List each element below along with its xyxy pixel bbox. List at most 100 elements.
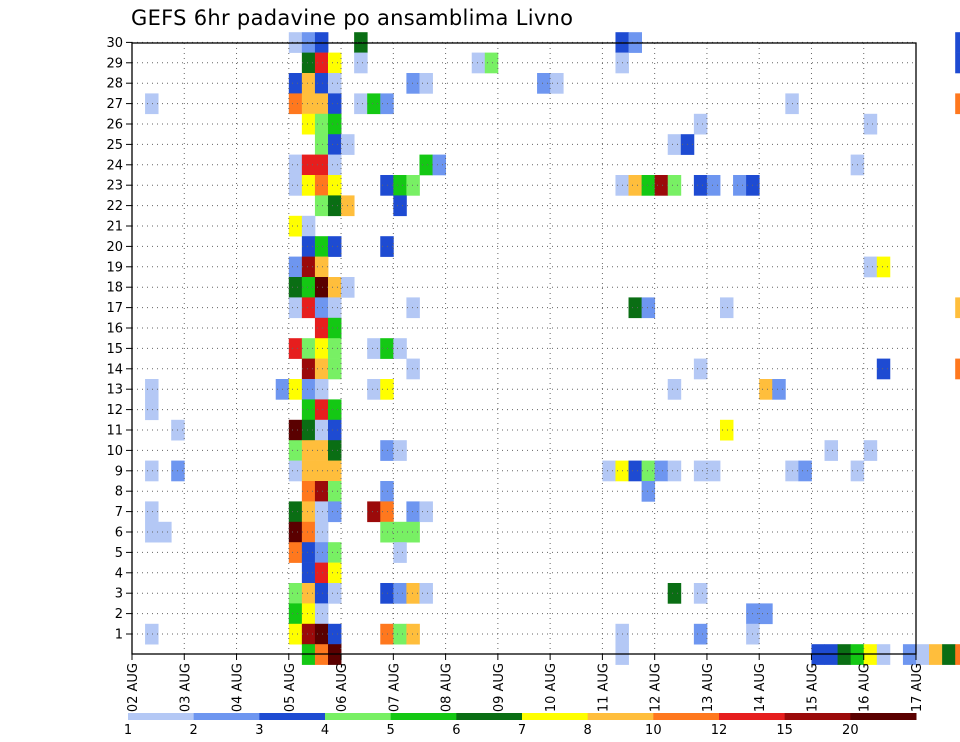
heatmap-cell: [301, 603, 316, 625]
y-tick-label: 2: [115, 607, 123, 622]
heatmap-cell: [288, 623, 303, 645]
heatmap-cell: [641, 481, 656, 502]
heatmap-cell: [314, 317, 329, 339]
heatmap-cell: [667, 583, 682, 604]
colorbar-label: 1: [124, 723, 132, 738]
heatmap-cell: [419, 73, 433, 94]
heatmap-cell: [419, 154, 433, 176]
heatmap-cell: [301, 73, 316, 94]
heatmap-cell: [824, 440, 838, 461]
heatmap-cell: [288, 379, 303, 400]
colorbar-label: 12: [711, 723, 728, 738]
heatmap-cell: [314, 338, 329, 359]
heatmap-cell: [288, 215, 303, 237]
heatmap-cell: [706, 460, 721, 482]
colorbar-label: 5: [387, 723, 395, 738]
colorbar-label: 10: [645, 723, 662, 738]
heatmap-cell: [916, 644, 930, 665]
heatmap-cell: [641, 460, 656, 482]
colorbar-label: 6: [452, 723, 460, 738]
heatmap-cell: [314, 542, 329, 563]
y-tick-label: 12: [106, 403, 123, 418]
colorbar-label: 3: [255, 723, 263, 738]
colorbar-segment: [522, 713, 589, 720]
y-tick-label: 18: [106, 281, 123, 296]
x-tick-label: 04 AUG: [231, 663, 246, 712]
y-tick-label: 4: [115, 566, 123, 581]
heatmap-cell: [328, 154, 342, 176]
heatmap-cell: [145, 460, 159, 482]
heatmap-cell: [628, 297, 642, 319]
heatmap-cell: [328, 338, 342, 359]
heatmap-cell: [393, 583, 407, 604]
heatmap-cell: [301, 338, 316, 359]
heatmap-cell: [314, 236, 329, 257]
heatmap-cell: [406, 73, 420, 94]
heatmap-cell: [301, 542, 316, 563]
y-tick-label: 11: [106, 424, 123, 439]
heatmap-cell: [654, 460, 669, 482]
heatmap-cell: [693, 460, 708, 482]
heatmap-cell: [301, 399, 316, 421]
heatmap-cell: [328, 399, 342, 421]
y-tick-label: 29: [106, 56, 123, 71]
heatmap-cell: [314, 277, 329, 298]
y-tick-label: 28: [106, 77, 123, 92]
heatmap-cell: [406, 583, 420, 604]
heatmap-cell: [863, 256, 878, 278]
heatmap-cell: [301, 440, 316, 461]
heatmap-cell: [288, 419, 303, 441]
heatmap-cell: [314, 256, 329, 278]
y-tick-label: 26: [106, 118, 123, 133]
x-tick-label: 13 AUG: [701, 663, 716, 712]
colorbar-label: 4: [321, 723, 329, 738]
heatmap-cell: [328, 175, 342, 196]
colorbar-segment: [128, 713, 195, 720]
colorbar-label: 20: [842, 723, 859, 738]
heatmap-cell: [550, 73, 564, 94]
y-tick-label: 1: [115, 628, 123, 643]
y-tick-label: 14: [106, 362, 123, 377]
heatmap-cell: [328, 623, 342, 645]
x-tick-label: 08 AUG: [440, 663, 455, 712]
heatmap-cell: [314, 154, 329, 176]
heatmap-cell: [759, 379, 773, 400]
colorbar-label: 2: [190, 723, 198, 738]
heatmap-cell: [602, 460, 616, 482]
heatmap-cell: [288, 501, 303, 523]
heatmap-cell: [301, 175, 316, 196]
heatmap-cell: [314, 603, 329, 625]
heatmap-cell: [929, 644, 943, 665]
heatmap-cell: [667, 460, 682, 482]
y-tick-label: 20: [106, 240, 123, 255]
heatmap-cell: [314, 195, 329, 217]
heatmap-cell: [328, 481, 342, 502]
heatmap-cell: [328, 419, 342, 441]
heatmap-cell: [641, 175, 656, 196]
y-tick-label: 23: [106, 179, 123, 194]
heatmap-cell: [798, 460, 812, 482]
y-tick-label: 21: [106, 220, 123, 235]
heatmap-cell: [301, 236, 316, 257]
y-tick-label: 10: [106, 444, 123, 459]
heatmap-cell: [667, 134, 682, 155]
heatmap-cell: [942, 644, 956, 665]
heatmap-cell: [288, 73, 303, 94]
heatmap-cell: [667, 175, 682, 196]
x-tick-label: 02 AUG: [126, 663, 141, 712]
y-tick-label: 9: [115, 464, 123, 479]
colorbar-segment: [325, 713, 392, 720]
heatmap-cell: [288, 460, 303, 482]
heatmap-cell: [328, 317, 342, 339]
x-tick-label: 07 AUG: [387, 663, 402, 712]
heatmap-cell: [314, 419, 329, 441]
x-tick-label: 10 AUG: [544, 663, 559, 712]
heatmap-cell: [733, 175, 747, 196]
y-tick-label: 27: [106, 97, 123, 112]
heatmap-cell: [301, 481, 316, 502]
heatmap-cell: [484, 52, 499, 74]
heatmap-cell: [314, 52, 329, 74]
colorbar-segment: [653, 713, 720, 720]
x-tick-label: 12 AUG: [649, 663, 664, 712]
